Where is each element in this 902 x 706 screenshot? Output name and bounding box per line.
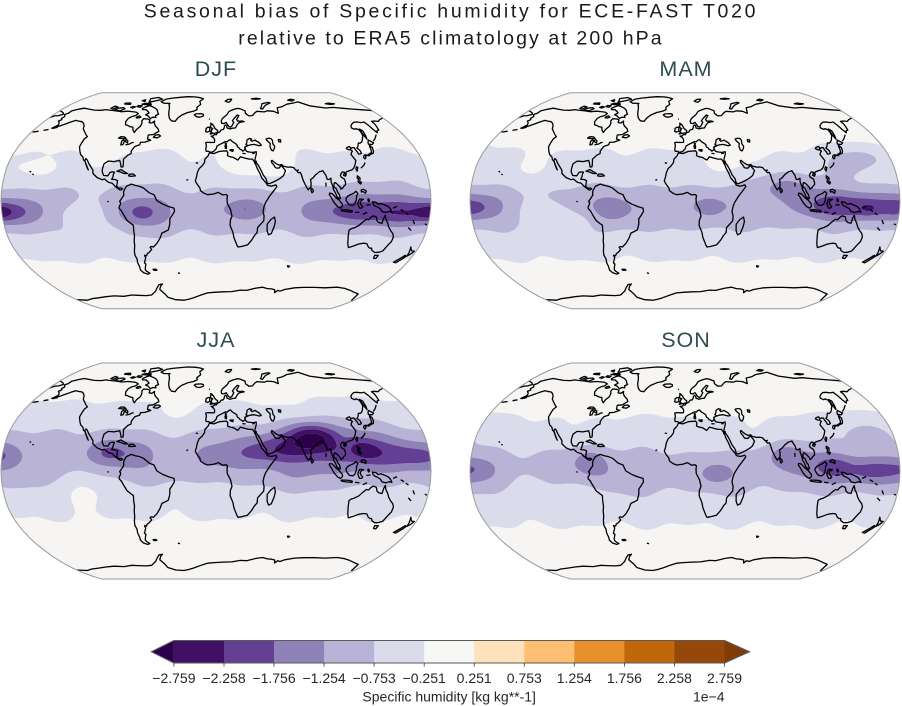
svg-text:DJF: DJF: [195, 57, 237, 81]
svg-text:2.258: 2.258: [657, 670, 692, 686]
svg-text:−0.251: −0.251: [403, 670, 446, 686]
svg-text:−2.759: −2.759: [152, 670, 195, 686]
svg-text:JJA: JJA: [197, 328, 236, 352]
svg-text:SON: SON: [661, 328, 711, 352]
svg-text:−2.258: −2.258: [202, 670, 245, 686]
svg-text:2.759: 2.759: [707, 670, 742, 686]
svg-text:−0.753: −0.753: [352, 670, 395, 686]
svg-text:−1.254: −1.254: [302, 670, 345, 686]
svg-text:−1.756: −1.756: [252, 670, 295, 686]
svg-text:Specific humidity [kg kg**-1]: Specific humidity [kg kg**-1]: [362, 689, 536, 705]
svg-text:relative to ERA5 climatology a: relative to ERA5 climatology at 200 hPa: [238, 28, 664, 50]
svg-text:Seasonal bias of Specific humi: Seasonal bias of Specific humidity for E…: [144, 1, 758, 23]
svg-text:1e−4: 1e−4: [693, 689, 725, 705]
svg-text:0.753: 0.753: [507, 670, 542, 686]
svg-text:1.254: 1.254: [557, 670, 592, 686]
svg-text:MAM: MAM: [659, 57, 712, 81]
svg-text:1.756: 1.756: [607, 670, 642, 686]
svg-text:0.251: 0.251: [457, 670, 492, 686]
